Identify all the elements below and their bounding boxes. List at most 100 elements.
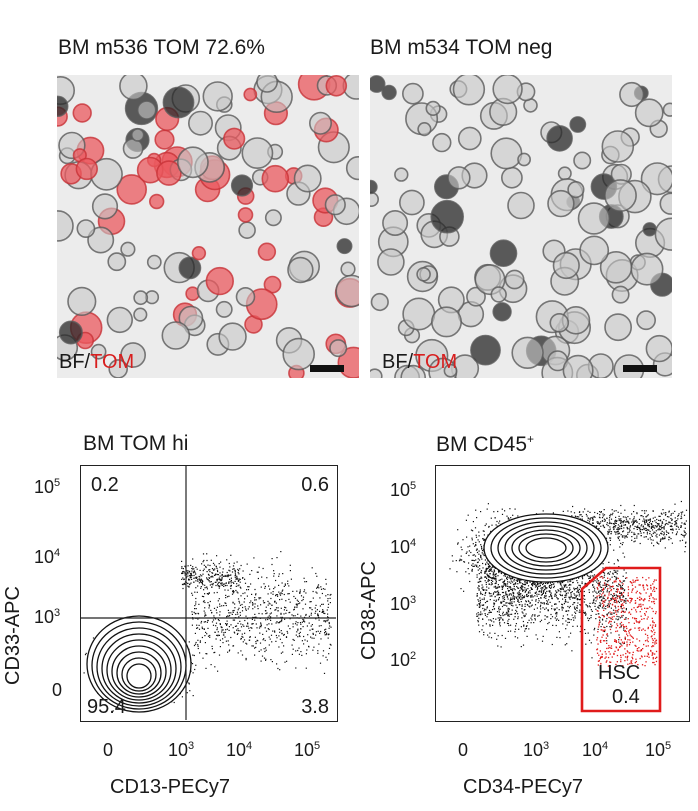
- cell: [188, 110, 214, 136]
- x-tick-0: 0: [458, 740, 469, 760]
- cell: [75, 157, 98, 181]
- cell: [176, 146, 209, 179]
- cell: [324, 194, 346, 216]
- cell: [507, 191, 535, 220]
- flow-plot-left: 0.2 0.6 95.4 3.8: [80, 465, 338, 722]
- y-axis-label-left: CD33-APC: [2, 586, 24, 685]
- cell: [122, 138, 144, 159]
- cell: [457, 126, 482, 151]
- quadrant-bottom-right-value: 3.8: [301, 696, 329, 718]
- bf-label: BF/: [59, 351, 91, 373]
- cell: [148, 193, 165, 210]
- cell: [430, 306, 462, 338]
- quadrant-top-right-value: 0.6: [301, 474, 329, 496]
- cell: [335, 274, 359, 308]
- cell: [504, 269, 525, 290]
- cell: [67, 286, 97, 316]
- density-contour: [518, 533, 574, 563]
- cell: [634, 98, 664, 128]
- cell: [223, 127, 246, 150]
- cell: [156, 160, 182, 186]
- cell: [261, 164, 290, 193]
- cell: [394, 167, 409, 182]
- cell-image-right: [370, 75, 672, 378]
- cell: [178, 256, 202, 280]
- cell: [370, 75, 386, 93]
- cell: [72, 103, 92, 123]
- cell: [256, 75, 278, 93]
- cell: [205, 266, 235, 296]
- cell: [611, 285, 630, 304]
- cell: [417, 121, 432, 137]
- cell: [490, 137, 523, 170]
- density-contour: [96, 627, 182, 707]
- cell: [161, 321, 191, 350]
- cell: [402, 82, 424, 105]
- cell: [517, 152, 531, 167]
- cell: [107, 252, 127, 272]
- cell: [400, 364, 426, 378]
- cell: [130, 128, 145, 142]
- flow-title-left: BM TOM hi: [83, 432, 189, 455]
- cell: [562, 354, 594, 378]
- cell: [377, 248, 405, 276]
- cell: [430, 199, 464, 234]
- microscopy-image-tom-positive: BF/TOM: [57, 75, 359, 378]
- density-contour: [483, 513, 609, 583]
- channel-label-left: BF/TOM: [59, 351, 134, 374]
- cell: [500, 166, 523, 189]
- microscopy-image-tom-negative: BF/TOM: [370, 75, 672, 378]
- cell: [489, 239, 518, 267]
- cell: [604, 313, 633, 342]
- cell: [119, 75, 148, 101]
- cell: [370, 179, 378, 195]
- density-contour: [106, 639, 172, 701]
- channel-label-right: BF/TOM: [382, 351, 457, 374]
- x-tick-10-5: 105: [294, 740, 321, 760]
- cell: [108, 359, 128, 378]
- density-contour: [126, 663, 152, 689]
- x-tick-10-3: 103: [168, 740, 195, 760]
- cell: [336, 238, 353, 255]
- cell: [370, 292, 389, 312]
- density-contour: [497, 521, 595, 575]
- cell: [282, 337, 315, 371]
- cell: [452, 75, 486, 106]
- cell: [154, 129, 175, 150]
- cell: [432, 132, 452, 153]
- cell: [230, 174, 254, 197]
- tom-label: TOM: [413, 351, 458, 373]
- panel-title-right: BM m534 TOM neg: [370, 36, 553, 59]
- y-axis-label-right: CD38-APC: [358, 561, 380, 660]
- y-tick-10-4: 104: [34, 547, 61, 567]
- cell: [136, 100, 157, 120]
- cell: [76, 219, 96, 239]
- y-tick-10-4: 104: [390, 537, 417, 557]
- y-tick-0: 0: [52, 680, 63, 700]
- density-contour: [111, 645, 167, 698]
- cell: [57, 95, 69, 117]
- density-contour: [504, 525, 588, 571]
- y-tick-10-5: 105: [34, 477, 61, 497]
- cell: [645, 334, 672, 363]
- cell: [309, 111, 333, 135]
- cell: [329, 339, 348, 358]
- cell: [215, 300, 233, 318]
- cell: [546, 125, 573, 152]
- cell: [399, 189, 425, 216]
- cell: [345, 156, 359, 181]
- cell: [443, 363, 458, 378]
- cell: [370, 368, 383, 378]
- cell: [237, 207, 254, 223]
- density-contour: [116, 651, 162, 695]
- cell: [370, 191, 379, 207]
- scale-bar-right: [623, 365, 657, 372]
- cell: [120, 342, 147, 368]
- cell: [642, 222, 657, 237]
- cell: [567, 180, 585, 199]
- density-contour: [525, 537, 567, 559]
- cell: [636, 310, 657, 331]
- y-tick-10-5: 105: [390, 480, 417, 500]
- cell: [630, 252, 664, 286]
- cell: [178, 305, 204, 331]
